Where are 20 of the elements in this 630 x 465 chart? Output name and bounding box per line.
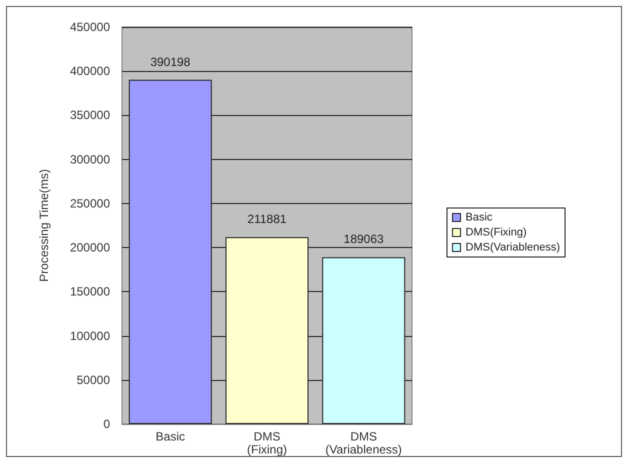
y-tick-label: 50000: [76, 372, 110, 387]
y-tick-label: 100000: [70, 328, 110, 343]
legend-label: DMS(Fixing): [466, 226, 527, 238]
x-tick-label: Basic: [156, 430, 186, 444]
y-tick-label: 300000: [70, 152, 110, 166]
y-tick-label: 400000: [70, 64, 110, 78]
y-tick-label: 0: [103, 417, 110, 431]
data-label: 189063: [344, 232, 384, 246]
data-label: 211881: [247, 212, 287, 226]
y-tick-label: 250000: [70, 196, 110, 210]
y-axis-title: Processing Time(ms): [37, 169, 51, 282]
legend-label: Basic: [466, 212, 493, 224]
legend-label: DMS(Variableness): [466, 242, 560, 254]
y-tick-label: 350000: [70, 108, 110, 122]
y-tick-label: 150000: [70, 284, 110, 299]
y-tick-label: 450000: [70, 20, 110, 34]
y-tick-label: 200000: [70, 240, 110, 255]
x-tick-label: DMS (Variableness): [325, 430, 402, 456]
x-tick-label: DMS (Fixing): [246, 430, 288, 456]
data-label: 390198: [150, 54, 191, 69]
